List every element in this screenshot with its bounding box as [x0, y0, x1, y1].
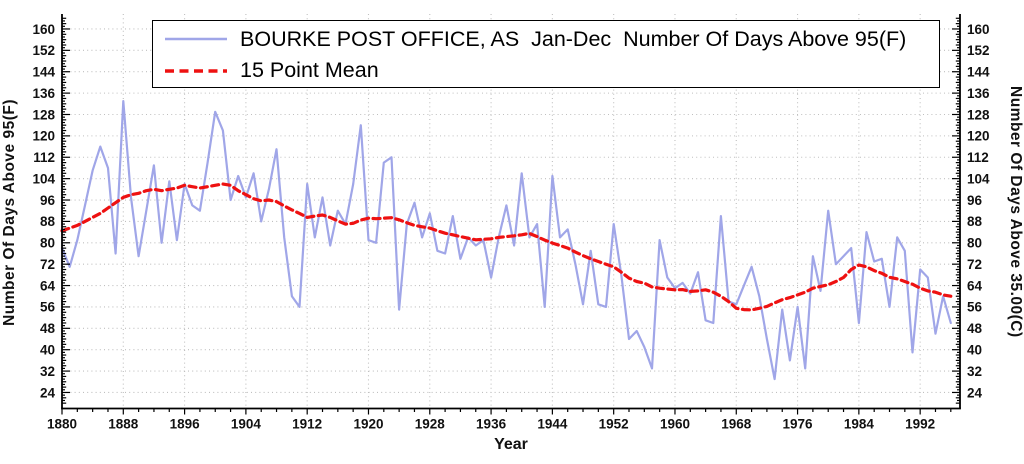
legend-item-main: BOURKE POST OFFICE, AS Jan-Dec Number Of… [163, 24, 939, 54]
y-tick-label-left: 56 [40, 300, 56, 315]
x-tick-label: 1928 [415, 417, 446, 432]
y-tick-label-left: 160 [32, 22, 55, 37]
legend-box: BOURKE POST OFFICE, AS Jan-Dec Number Of… [152, 20, 940, 88]
x-tick-label: 1944 [537, 417, 568, 432]
y-tick-label-right: 128 [967, 107, 990, 122]
y-tick-label-right: 112 [967, 150, 989, 165]
y-tick-labels: 24 24 32 32 40 40 48 48 56 56 64 64 72 72 80 80 88 88 96 96… [32, 22, 990, 400]
x-tick-label: 1968 [721, 417, 752, 432]
x-tick-label: 1920 [353, 417, 383, 432]
legend-label-mean: 15 Point Mean [240, 58, 379, 83]
series-main-polyline [60, 99, 952, 381]
y-tick-label-right: 160 [967, 22, 990, 37]
legend-label-main: BOURKE POST OFFICE, AS Jan-Dec Number Of… [240, 26, 907, 51]
legend-item-mean: 15 Point Mean [163, 56, 939, 86]
y-tick-label-right: 152 [967, 43, 990, 58]
x-tick-label: 1984 [844, 417, 875, 432]
x-tick-label: 1880 [47, 417, 77, 432]
y-tick-label-right: 88 [967, 214, 983, 229]
y-tick-label-left: 120 [32, 129, 55, 144]
y-tick-label-right: 56 [967, 300, 983, 315]
x-tick-label: 1976 [783, 417, 814, 432]
y-tick-label-left: 24 [40, 385, 56, 400]
y-tick-label-left: 144 [32, 65, 55, 80]
y-tick-label-left: 104 [32, 171, 55, 186]
y-tick-label-right: 40 [967, 342, 982, 357]
x-tick-label: 1896 [170, 417, 201, 432]
y-tick-label-right: 32 [967, 364, 982, 379]
y-tick-label-left: 152 [32, 43, 55, 58]
x-tick-label: 1992 [905, 417, 935, 432]
series-main-line-swatch-icon [165, 38, 227, 41]
x-tick-label: 1960 [660, 417, 690, 432]
y-tick-label-right: 136 [967, 86, 990, 101]
y-tick-label-right: 80 [967, 236, 982, 251]
x-tick-label: 1952 [599, 417, 629, 432]
y-tick-label-left: 112 [33, 150, 55, 165]
y-tick-label-left: 80 [40, 236, 55, 251]
x-tick-label: 1888 [108, 417, 139, 432]
y-tick-label-left: 136 [32, 86, 55, 101]
y-tick-label-left: 32 [40, 364, 55, 379]
y-tick-label-right: 120 [967, 129, 990, 144]
series-mean-polyline [60, 182, 953, 312]
y-tick-label-left: 40 [40, 342, 55, 357]
x-tick-label: 1912 [292, 417, 322, 432]
tick-marks [61, 17, 960, 415]
x-tick-labels: 1880 1888 1896 1904 1912 1920 1928 1936 1944 1952… [47, 417, 935, 432]
y-tick-label-left: 72 [40, 257, 55, 272]
x-tick-label: 1904 [231, 417, 262, 432]
x-axis-title: Year [494, 436, 528, 453]
y-tick-label-left: 48 [40, 321, 56, 336]
y-tick-label-right: 48 [967, 321, 983, 336]
y-tick-label-right: 24 [967, 385, 983, 400]
y-tick-label-right: 104 [967, 171, 990, 186]
y-tick-label-left: 88 [40, 214, 56, 229]
series-mean-dashed-swatch-icon [165, 68, 227, 73]
y-tick-label-left: 64 [40, 278, 56, 293]
y-tick-label-left: 96 [40, 193, 56, 208]
x-tick-label: 1936 [476, 417, 507, 432]
y-tick-label-right: 72 [967, 257, 982, 272]
y-tick-label-right: 64 [967, 278, 983, 293]
y-tick-label-right: 144 [967, 65, 990, 80]
y-tick-label-left: 128 [32, 107, 55, 122]
y-tick-label-right: 96 [967, 193, 983, 208]
